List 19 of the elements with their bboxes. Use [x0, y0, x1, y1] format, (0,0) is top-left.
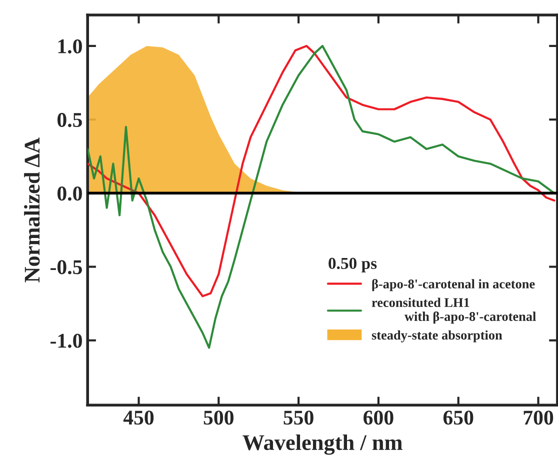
- y-tick-label: 0.0: [57, 186, 82, 201]
- legend-title: 0.50 ps: [328, 258, 377, 272]
- x-tick-label: 700: [524, 410, 554, 425]
- x-tick-label: 500: [204, 410, 234, 425]
- x-axis-title: Wavelength / nm: [242, 434, 402, 455]
- y-tick-label: -1.0: [50, 334, 82, 348]
- line-series: [88, 44, 556, 349]
- x-tick-label: 450: [123, 410, 154, 425]
- y-tick-label: 1.0: [58, 39, 82, 54]
- x-tick-label: 550: [284, 410, 314, 425]
- y-axis-title: Normalized ΔA: [24, 138, 40, 282]
- x-tick-label: 650: [443, 410, 474, 425]
- line-series: [88, 44, 556, 298]
- legend-label: steady-state absorption: [372, 330, 502, 342]
- y-tick-label: -0.5: [50, 260, 82, 274]
- legend-label: β-apo-8'-carotenal in acetone: [372, 279, 535, 292]
- legend-label: reconsituted LH1 with β-apo-8'-carotenal: [372, 298, 536, 324]
- x-tick-label: 600: [364, 410, 394, 425]
- y-tick-label: 0.5: [57, 112, 82, 128]
